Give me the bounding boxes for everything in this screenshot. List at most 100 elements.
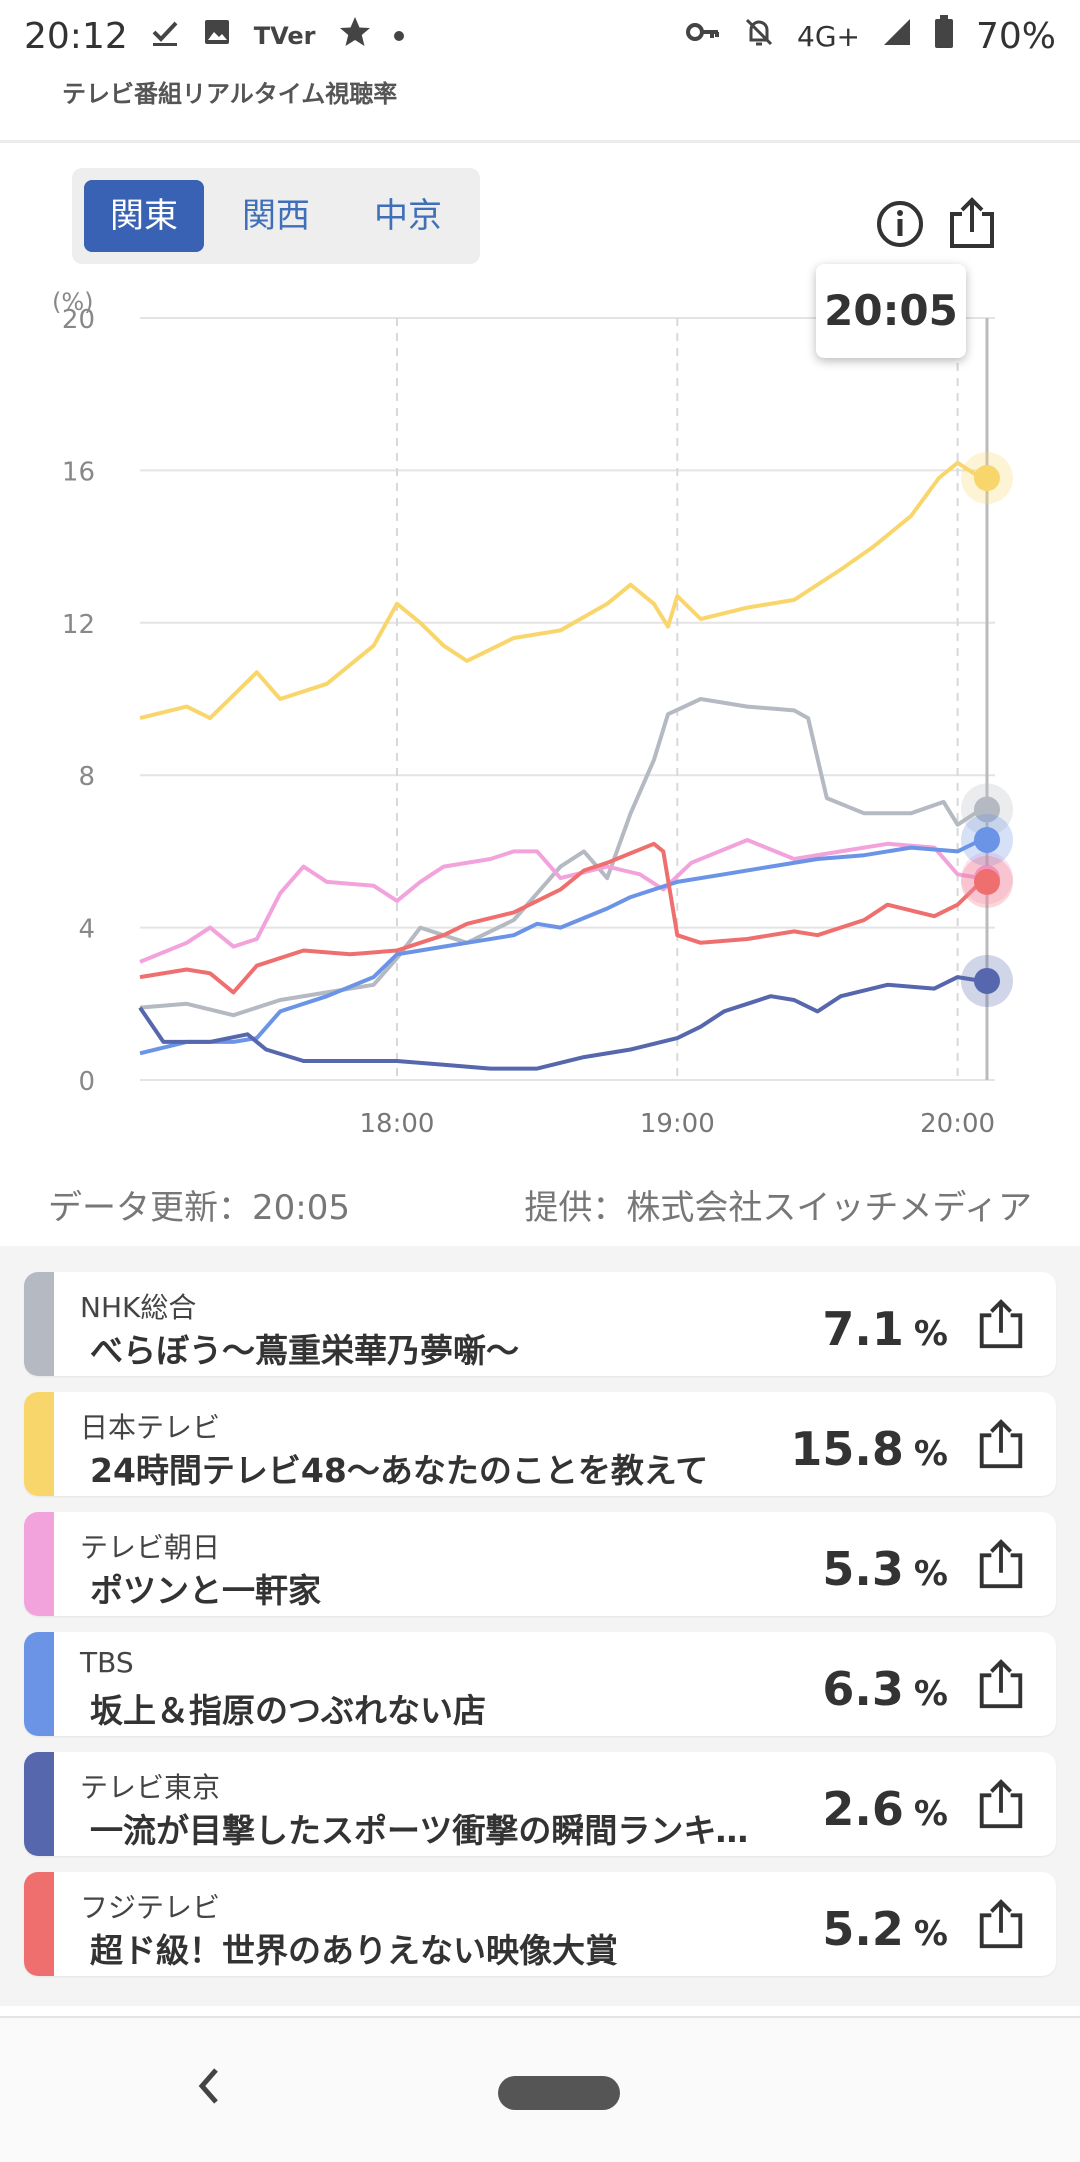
share-icon[interactable] xyxy=(944,196,1000,252)
info-icon[interactable] xyxy=(872,196,928,252)
tab-kansai[interactable]: 関西 xyxy=(242,196,310,236)
battery-icon xyxy=(934,15,954,57)
status-bar: 20:12 TVer 4G+ 70% xyxy=(0,0,1080,72)
time-tooltip: 20:05 xyxy=(816,264,966,358)
series-line xyxy=(138,975,982,1071)
y-tick-label: 4 xyxy=(78,915,95,945)
star-icon xyxy=(338,15,372,57)
rating-value: 6.3% xyxy=(822,1662,948,1716)
region-tabs: 関東 関西 中京 xyxy=(72,168,480,264)
y-unit-label: (%) xyxy=(52,288,94,316)
series-line xyxy=(139,841,983,995)
station-color-bar xyxy=(24,1872,54,1976)
rating-unit: % xyxy=(913,1914,948,1954)
program-card-tvasahi[interactable]: テレビ朝日 ポツンと一軒家 5.3% xyxy=(24,1512,1056,1616)
tab-chukyo[interactable]: 中京 xyxy=(374,196,442,236)
status-time: 20:12 xyxy=(24,15,128,57)
station-name: 日本テレビ xyxy=(80,1411,221,1444)
home-pill-icon[interactable] xyxy=(498,2076,620,2110)
rating-number: 5.2 xyxy=(822,1902,904,1956)
rating-unit: % xyxy=(913,1434,948,1474)
y-tick-label: 16 xyxy=(62,457,95,487)
program-title: 超ド級！世界のありえない映像大賞 xyxy=(90,1931,618,1970)
program-list: NHK総合 べらぼう～蔦重栄華乃夢噺～ 7.1% 日本テレビ 24時間テレビ48… xyxy=(0,1246,1080,2006)
station-color-bar xyxy=(24,1632,54,1736)
network-type: 4G+ xyxy=(797,19,860,53)
x-tick-label: 18:00 xyxy=(359,1109,434,1139)
bell-off-icon xyxy=(743,16,775,56)
header-divider xyxy=(0,140,1080,143)
share-icon[interactable] xyxy=(974,1778,1028,1832)
program-title: 坂上＆指原のつぶれない店 xyxy=(90,1691,486,1730)
rating-unit: % xyxy=(913,1674,948,1714)
x-tick-label: 19:00 xyxy=(640,1109,715,1139)
program-card-tvtokyo[interactable]: テレビ東京 一流が目撃したスポーツ衝撃の瞬間ランキング 2.6% xyxy=(24,1752,1056,1856)
y-tick-label: 12 xyxy=(62,610,95,640)
program-title: 一流が目撃したスポーツ衝撃の瞬間ランキング xyxy=(90,1811,780,1850)
share-icon[interactable] xyxy=(974,1898,1028,1952)
program-card-tbs[interactable]: TBS 坂上＆指原のつぶれない店 6.3% xyxy=(24,1632,1056,1736)
rating-value: 2.6% xyxy=(822,1782,948,1836)
update-info: データ更新：20:05 提供：株式会社スイッチメディア xyxy=(48,1180,1032,1229)
rating-value: 5.2% xyxy=(822,1902,948,1956)
series-marker xyxy=(973,868,1000,895)
app-title: テレビ番組リアルタイム視聴率 xyxy=(62,80,398,108)
program-title: 24時間テレビ48～あなたのことを教えて xyxy=(90,1451,709,1490)
image-icon xyxy=(202,17,232,55)
back-chevron-icon[interactable] xyxy=(184,2056,232,2116)
series-marker xyxy=(973,465,1000,492)
rating-number: 6.3 xyxy=(822,1662,904,1716)
update-time: データ更新：20:05 xyxy=(48,1188,350,1228)
key-icon xyxy=(685,17,721,55)
rating-unit: % xyxy=(913,1794,948,1834)
data-provider: 提供：株式会社スイッチメディア xyxy=(524,1188,1032,1228)
station-name: NHK総合 xyxy=(80,1291,197,1324)
rating-unit: % xyxy=(913,1314,948,1354)
rating-value: 5.3% xyxy=(822,1542,948,1596)
rating-number: 2.6 xyxy=(822,1782,904,1836)
station-color-bar xyxy=(24,1392,54,1496)
rating-value: 7.1% xyxy=(822,1302,948,1356)
battery-level: 70% xyxy=(975,15,1056,57)
y-tick-label: 8 xyxy=(78,762,95,792)
status-right: 4G+ 70% xyxy=(685,15,1056,57)
rating-unit: % xyxy=(913,1554,948,1594)
series-line xyxy=(139,838,982,964)
program-card-nhk[interactable]: NHK総合 べらぼう～蔦重栄華乃夢噺～ 7.1% xyxy=(24,1272,1056,1376)
series-marker xyxy=(973,826,1000,853)
station-name: フジテレビ xyxy=(80,1891,221,1924)
rating-number: 5.3 xyxy=(822,1542,904,1596)
y-tick-label: 20 xyxy=(62,305,95,335)
rating-number: 15.8 xyxy=(790,1422,904,1476)
program-card-fuji[interactable]: フジテレビ 超ド級！世界のありえない映像大賞 5.2% xyxy=(24,1872,1056,1976)
series-marker xyxy=(973,796,1000,823)
program-card-ntv[interactable]: 日本テレビ 24時間テレビ48～あなたのことを教えて 15.8% xyxy=(24,1392,1056,1496)
check-icon xyxy=(150,17,180,55)
y-tick-label: 0 xyxy=(78,1067,95,1097)
share-icon[interactable] xyxy=(974,1298,1028,1352)
share-icon[interactable] xyxy=(974,1658,1028,1712)
status-left: 20:12 TVer xyxy=(24,15,404,57)
system-nav-bar xyxy=(0,2016,1080,2162)
series-marker xyxy=(973,967,1000,994)
signal-icon xyxy=(882,17,912,55)
program-title: ポツンと一軒家 xyxy=(90,1571,321,1610)
rating-number: 7.1 xyxy=(822,1302,904,1356)
share-icon[interactable] xyxy=(974,1418,1028,1472)
rating-value: 15.8% xyxy=(790,1422,948,1476)
tver-icon: TVer xyxy=(253,22,316,50)
station-name: TBS xyxy=(80,1646,134,1679)
series-line xyxy=(139,460,983,721)
series-line xyxy=(139,838,982,1056)
station-color-bar xyxy=(24,1272,54,1376)
station-color-bar xyxy=(24,1512,54,1616)
station-name: テレビ朝日 xyxy=(80,1531,221,1564)
station-name: テレビ東京 xyxy=(80,1771,221,1804)
tab-kanto[interactable]: 関東 xyxy=(84,180,204,252)
program-title: べらぼう～蔦重栄華乃夢噺～ xyxy=(90,1331,519,1370)
station-color-bar xyxy=(24,1752,54,1856)
dot-icon xyxy=(393,31,404,41)
x-tick-label: 20:00 xyxy=(920,1109,995,1139)
rating-chart[interactable]: (%)20 16 12 8 4 0 18:00 19:00 20:00 xyxy=(0,280,1080,1160)
share-icon[interactable] xyxy=(974,1538,1028,1592)
